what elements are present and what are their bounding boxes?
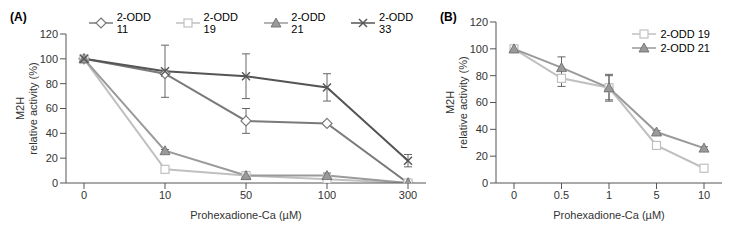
html-text:2-ODD 19: 2-ODD 19 <box>203 11 238 35</box>
svg-text:100: 100 <box>318 189 336 201</box>
svg-text:5: 5 <box>653 189 659 201</box>
svg-text:120: 120 <box>470 16 488 28</box>
html-text:2-ODD 19: 2-ODD 19 <box>660 28 710 40</box>
html-text:2-ODD 11: 2-ODD 11 <box>116 11 151 35</box>
svg-text:80: 80 <box>476 70 488 82</box>
svg-text:100: 100 <box>470 43 488 55</box>
html-text:(A): (A) <box>10 10 27 24</box>
svg-text:100: 100 <box>40 53 58 65</box>
svg-text:40: 40 <box>46 127 58 139</box>
svg-text:20: 20 <box>476 150 488 162</box>
svg-text:Prohexadione-Ca (µM): Prohexadione-Ca (µM) <box>190 209 302 221</box>
svg-text:60: 60 <box>46 102 58 114</box>
svg-text:0: 0 <box>52 177 58 189</box>
svg-text:60: 60 <box>476 96 488 108</box>
svg-text:80: 80 <box>46 78 58 90</box>
svg-text:Prohexadione-Ca (µM): Prohexadione-Ca (µM) <box>553 209 665 221</box>
svg-text:0: 0 <box>81 189 87 201</box>
svg-text:50: 50 <box>240 189 252 201</box>
html-text:2-ODD 21: 2-ODD 21 <box>291 11 326 35</box>
svg-text:1: 1 <box>606 189 612 201</box>
svg-text:0: 0 <box>511 189 517 201</box>
svg-text:M2Hrelative activity (%): M2Hrelative activity (%) <box>444 56 469 148</box>
svg-text:40: 40 <box>476 123 488 135</box>
svg-text:M2Hrelative activity (%): M2Hrelative activity (%) <box>14 62 39 154</box>
svg-text:0.5: 0.5 <box>554 189 569 201</box>
html-text:(B): (B) <box>440 10 457 24</box>
html-text:2-ODD 21: 2-ODD 21 <box>660 42 710 54</box>
svg-text:300: 300 <box>399 189 417 201</box>
svg-text:0: 0 <box>482 177 488 189</box>
html-text:2-ODD 33: 2-ODD 33 <box>379 11 414 35</box>
svg-text:120: 120 <box>40 28 58 40</box>
svg-text:20: 20 <box>46 152 58 164</box>
svg-text:10: 10 <box>159 189 171 201</box>
svg-text:10: 10 <box>698 189 710 201</box>
